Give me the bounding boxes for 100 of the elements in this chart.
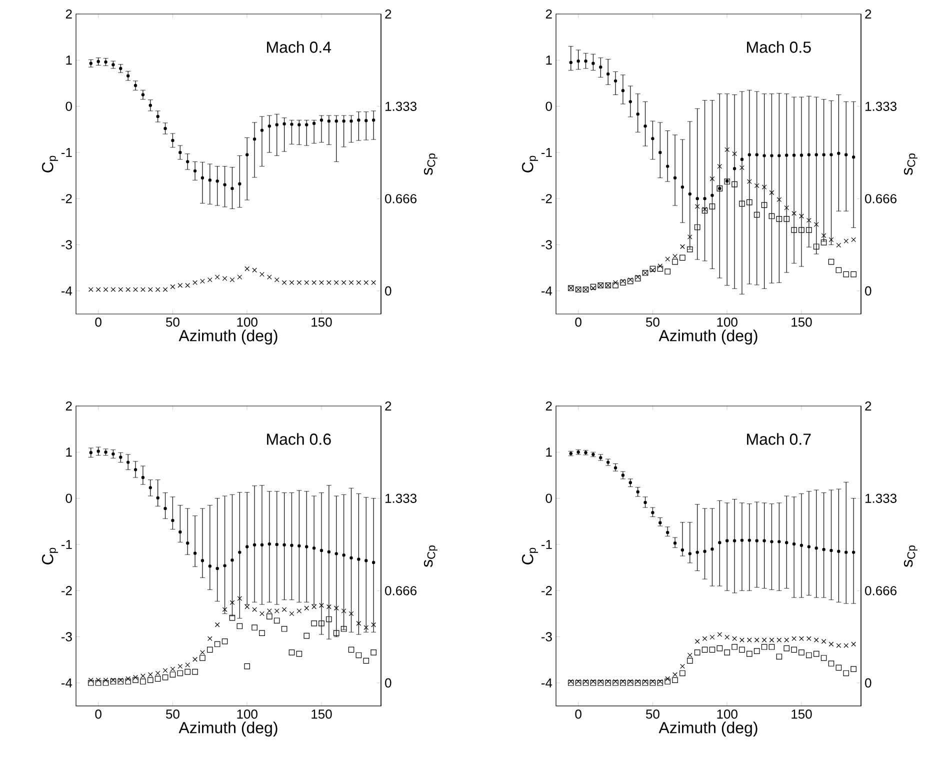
- y-tick-label: -1: [541, 540, 552, 549]
- y2-tick-label: 2: [865, 401, 872, 411]
- point: [252, 624, 258, 630]
- y2-axis-title: s$_{Cp}$: [424, 154, 438, 175]
- point: [814, 546, 818, 550]
- point: [754, 183, 760, 188]
- point: [657, 266, 664, 272]
- point: [666, 164, 670, 168]
- y2-axis-title: s$_{Cp}$: [904, 154, 918, 175]
- point: [246, 545, 249, 548]
- point: [259, 630, 265, 636]
- point: [305, 545, 308, 548]
- point: [96, 287, 101, 292]
- y-tick-label: 1: [66, 56, 72, 65]
- point: [126, 676, 131, 682]
- point: [125, 678, 131, 684]
- point: [768, 644, 775, 650]
- point: [171, 518, 174, 522]
- point: [290, 122, 294, 126]
- point: [342, 553, 346, 557]
- point: [342, 119, 346, 123]
- point: [275, 123, 278, 126]
- point: [644, 124, 647, 128]
- point: [740, 638, 744, 642]
- x-axis-title: Azimuth (deg): [178, 722, 278, 737]
- point: [207, 277, 212, 282]
- point: [177, 670, 184, 676]
- y2-tick-label: 0.666: [385, 586, 416, 596]
- y-tick-label: 0: [66, 494, 72, 503]
- point: [148, 486, 152, 490]
- point: [312, 546, 316, 550]
- point: [798, 227, 804, 233]
- point: [754, 212, 760, 218]
- point: [650, 266, 656, 272]
- point: [185, 282, 190, 288]
- point: [88, 680, 94, 686]
- point: [612, 282, 618, 288]
- annotation: Mach 0.6: [267, 433, 331, 445]
- point: [621, 474, 625, 477]
- point: [851, 237, 856, 242]
- point: [230, 558, 234, 562]
- point: [192, 656, 198, 662]
- point: [606, 679, 610, 684]
- point: [148, 104, 152, 107]
- y2-axis-title: s$_{Cp}$: [424, 546, 438, 567]
- point: [156, 114, 160, 118]
- point: [334, 552, 338, 556]
- point: [822, 548, 826, 552]
- point: [687, 652, 692, 658]
- point: [636, 112, 640, 116]
- point: [709, 204, 716, 210]
- point: [806, 218, 812, 223]
- point: [732, 167, 736, 170]
- y-tick-label: -4: [61, 678, 72, 688]
- point: [718, 541, 722, 544]
- point: [178, 664, 183, 669]
- point: [252, 268, 257, 273]
- point: [650, 679, 656, 684]
- point: [371, 280, 376, 286]
- point: [724, 634, 730, 640]
- point: [246, 153, 249, 156]
- point: [814, 153, 818, 156]
- point: [672, 258, 678, 265]
- point: [806, 652, 812, 658]
- point: [207, 646, 213, 653]
- point: [340, 626, 347, 632]
- y-tick-label: -2: [61, 586, 72, 596]
- y-tick-label: 2: [66, 401, 72, 411]
- point: [687, 658, 693, 664]
- point: [126, 460, 130, 464]
- point: [844, 153, 848, 156]
- point: [851, 642, 856, 647]
- point: [807, 545, 811, 548]
- point: [754, 648, 760, 654]
- point: [223, 564, 226, 568]
- point: [290, 544, 294, 547]
- point: [746, 650, 752, 657]
- point: [740, 165, 744, 170]
- point: [148, 287, 153, 292]
- point: [341, 608, 346, 614]
- point: [716, 645, 723, 652]
- y2-tick-label: 0: [865, 678, 872, 688]
- point: [702, 208, 708, 214]
- point: [628, 679, 633, 684]
- point: [813, 244, 820, 250]
- y2-tick-label: 1.333: [866, 102, 896, 111]
- point: [274, 608, 280, 614]
- point: [813, 650, 820, 657]
- point: [642, 679, 648, 684]
- point: [88, 287, 94, 292]
- point: [569, 60, 572, 64]
- y-axis-title: C$_{p}$: [522, 548, 538, 564]
- point: [147, 677, 154, 684]
- y-tick-label: -4: [541, 678, 552, 688]
- y-tick-label: -2: [541, 194, 552, 204]
- point: [282, 122, 286, 126]
- point: [141, 93, 145, 96]
- point: [178, 150, 182, 154]
- point: [164, 506, 167, 510]
- point: [843, 271, 850, 278]
